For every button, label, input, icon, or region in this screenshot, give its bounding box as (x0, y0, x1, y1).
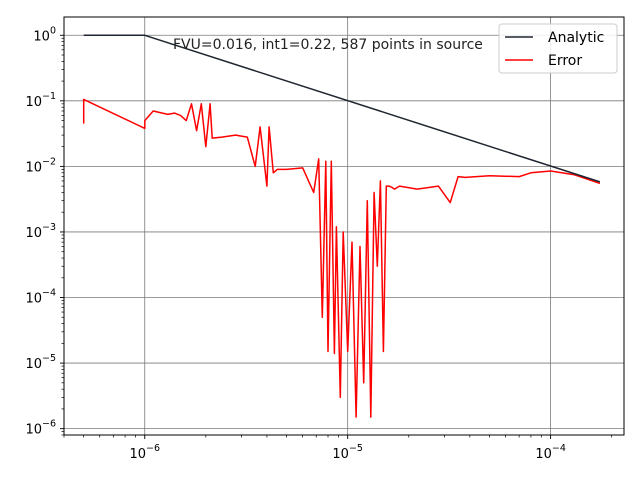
x-tick-label: 10−6 (129, 443, 160, 462)
y-tick-label: 10−4 (25, 288, 56, 307)
y-tick-label: 10−1 (25, 91, 56, 110)
y-tick-label: 10−2 (25, 156, 56, 175)
x-tick-label: 10−4 (535, 443, 566, 462)
y-tick-label: 100 (33, 25, 56, 44)
series-line-error (82, 98, 601, 418)
legend: Analytic Error (498, 23, 618, 74)
plot-frame (63, 16, 625, 436)
y-tick-label: 10−3 (25, 222, 56, 241)
x-tick-label: 10−5 (332, 443, 363, 462)
series-line-analytic (83, 34, 601, 183)
legend-label-analytic: Analytic (548, 30, 604, 46)
axis-ticks: 10−6 10−5 10−4 100 10−1 10−2 10−3 10−4 10−5 10−6 (25, 25, 613, 462)
annotation-text: FVU=0.016, int1=0.22, 587 points in sour… (173, 37, 483, 53)
y-tick-label: 10−5 (25, 353, 56, 372)
legend-label-error: Error (548, 53, 582, 69)
y-tick-label: 10−6 (25, 419, 56, 438)
series-layer (82, 34, 601, 418)
grid (64, 17, 624, 435)
